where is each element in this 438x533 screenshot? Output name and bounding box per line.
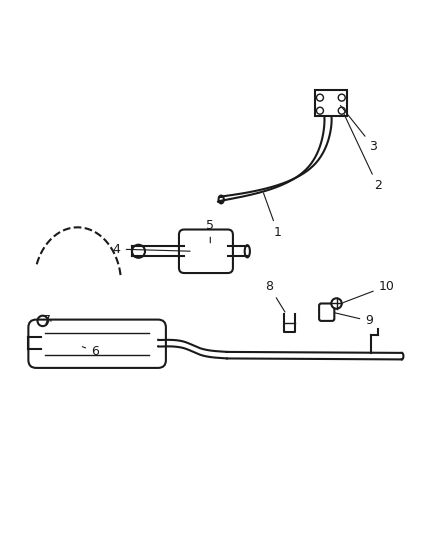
Text: 8: 8 bbox=[265, 280, 285, 312]
Text: 6: 6 bbox=[82, 345, 99, 358]
Text: 2: 2 bbox=[344, 115, 382, 192]
Text: 9: 9 bbox=[335, 313, 373, 327]
Text: 5: 5 bbox=[206, 219, 214, 243]
FancyBboxPatch shape bbox=[315, 90, 347, 116]
Text: 1: 1 bbox=[264, 193, 282, 239]
Text: 10: 10 bbox=[343, 280, 395, 303]
Circle shape bbox=[132, 245, 145, 258]
Circle shape bbox=[331, 298, 342, 309]
Text: 3: 3 bbox=[340, 106, 378, 154]
FancyBboxPatch shape bbox=[28, 320, 166, 368]
Text: 7: 7 bbox=[43, 314, 51, 327]
FancyBboxPatch shape bbox=[319, 303, 334, 321]
FancyBboxPatch shape bbox=[179, 230, 233, 273]
Text: 4: 4 bbox=[113, 243, 190, 256]
